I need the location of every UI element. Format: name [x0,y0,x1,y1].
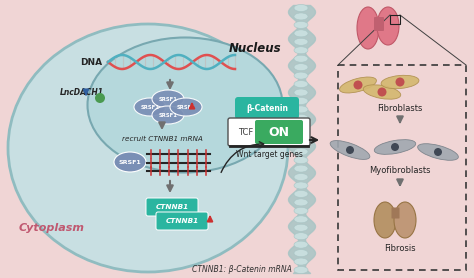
Ellipse shape [170,98,202,116]
FancyBboxPatch shape [235,97,299,119]
Ellipse shape [294,182,308,189]
Ellipse shape [152,106,184,124]
Ellipse shape [363,85,401,99]
FancyArrowPatch shape [221,142,264,172]
Ellipse shape [294,165,308,172]
FancyBboxPatch shape [228,118,310,146]
Ellipse shape [294,47,308,54]
Ellipse shape [114,152,146,172]
Ellipse shape [134,98,166,116]
FancyBboxPatch shape [374,17,384,31]
Circle shape [391,143,399,151]
Ellipse shape [294,131,308,138]
Ellipse shape [294,106,308,113]
Ellipse shape [294,4,308,11]
Ellipse shape [294,98,308,105]
Text: Cytoplasm: Cytoplasm [19,223,85,233]
Ellipse shape [377,7,399,45]
Ellipse shape [294,89,308,96]
Ellipse shape [294,216,308,223]
Ellipse shape [294,173,308,180]
Text: recruit CTNNB1 mRNA: recruit CTNNB1 mRNA [121,136,202,142]
Text: TCF: TCF [238,128,254,136]
Text: Wnt target genes: Wnt target genes [236,150,302,158]
Circle shape [346,146,354,154]
Circle shape [377,88,386,96]
Ellipse shape [294,114,308,121]
Ellipse shape [294,267,308,274]
Text: SRSF1: SRSF1 [176,105,195,110]
Ellipse shape [294,157,308,164]
Text: Myofibroblasts: Myofibroblasts [369,165,431,175]
Ellipse shape [357,7,379,49]
Ellipse shape [294,233,308,240]
Text: DNA: DNA [80,58,102,66]
Ellipse shape [294,21,308,28]
Ellipse shape [294,72,308,79]
Ellipse shape [294,13,308,20]
Text: SRSF1: SRSF1 [118,160,141,165]
FancyBboxPatch shape [146,198,198,216]
Ellipse shape [294,207,308,214]
Text: SRSF1: SRSF1 [140,105,159,110]
Ellipse shape [294,30,308,37]
Text: SRSF1: SRSF1 [158,113,177,118]
Text: Fibroblasts: Fibroblasts [377,103,423,113]
FancyBboxPatch shape [255,120,303,144]
Ellipse shape [294,38,308,45]
Text: LncDACH1: LncDACH1 [60,88,104,96]
Ellipse shape [294,241,308,248]
Text: Fibrosis: Fibrosis [384,244,416,252]
Ellipse shape [294,123,308,130]
FancyBboxPatch shape [392,207,400,219]
Text: CTNNB1: CTNNB1 [155,204,189,210]
Text: ON: ON [268,125,290,138]
Circle shape [354,81,363,90]
Ellipse shape [294,55,308,62]
Text: SRSF1: SRSF1 [158,96,177,101]
Ellipse shape [152,90,184,108]
Ellipse shape [294,224,308,231]
Circle shape [395,78,404,86]
Ellipse shape [394,202,416,238]
Ellipse shape [330,141,370,159]
Bar [390,15,400,24]
Ellipse shape [339,77,376,93]
Ellipse shape [294,148,308,155]
FancyBboxPatch shape [156,212,208,230]
Ellipse shape [294,140,308,147]
Ellipse shape [374,140,416,154]
Ellipse shape [294,64,308,71]
Ellipse shape [294,199,308,206]
Ellipse shape [374,202,396,238]
Ellipse shape [294,258,308,265]
Ellipse shape [294,81,308,88]
Ellipse shape [95,93,105,103]
Text: Nucleus: Nucleus [228,41,281,54]
Ellipse shape [88,38,283,173]
Text: CTNNB1: β-Catenin mRNA: CTNNB1: β-Catenin mRNA [192,265,292,274]
Text: CTNNB1: CTNNB1 [165,218,199,224]
Ellipse shape [294,190,308,197]
Ellipse shape [381,75,419,89]
Text: β-Catenin: β-Catenin [246,103,288,113]
Circle shape [434,148,442,156]
Ellipse shape [418,144,458,160]
Ellipse shape [294,250,308,257]
Ellipse shape [8,24,288,272]
